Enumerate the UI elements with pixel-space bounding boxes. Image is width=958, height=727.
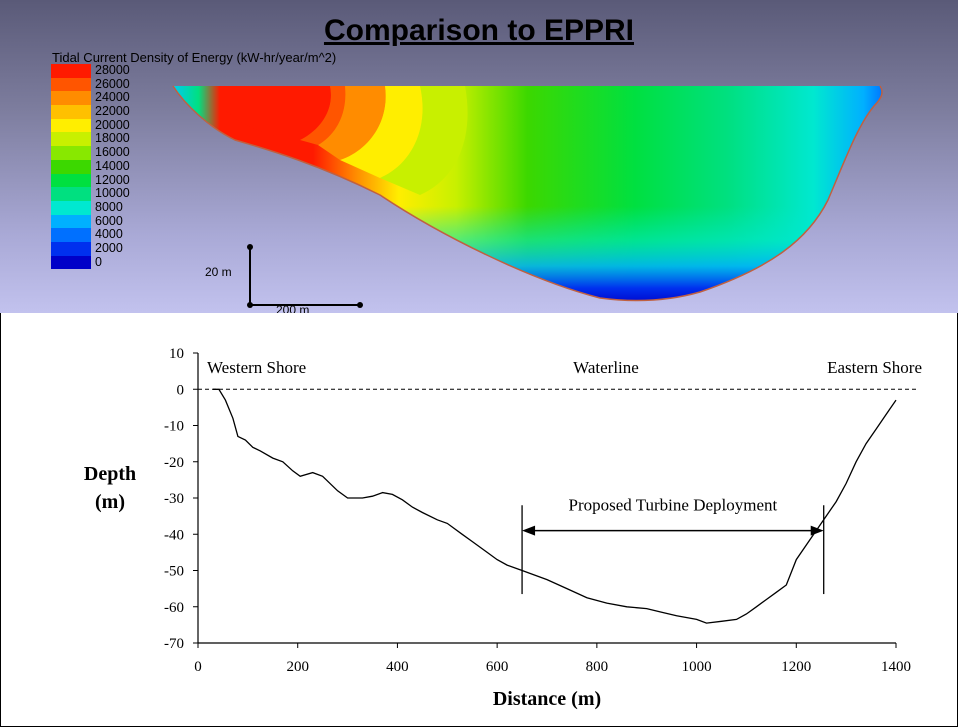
legend-label: 16000	[95, 145, 130, 160]
legend-label: 26000	[95, 76, 130, 91]
legend-label: 28000	[95, 63, 130, 77]
legend-label: 4000	[95, 227, 123, 242]
slide-title: Comparison to EPPRI	[323, 14, 635, 47]
depth-profile-line	[213, 388, 897, 624]
x-tick-label: 400	[386, 659, 409, 675]
legend-swatch	[51, 91, 91, 106]
scale-vertical-label: 20 m	[205, 265, 232, 279]
y-axis-label-line2: (m)	[95, 491, 125, 513]
y-tick-label: 0	[177, 382, 185, 398]
legend-label: 22000	[95, 104, 130, 119]
annotation-waterline: Waterline	[573, 358, 639, 377]
scale-bar	[247, 244, 363, 308]
x-tick-label: 200	[286, 659, 309, 675]
scale-horizontal-label: 200 m	[276, 303, 310, 313]
legend-swatch	[51, 64, 91, 78]
y-tick-label: -60	[164, 600, 184, 616]
legend-label: 6000	[95, 213, 123, 228]
y-tick-label: -10	[164, 419, 184, 435]
legend-swatch	[51, 159, 91, 174]
legend-label: 12000	[95, 172, 130, 187]
y-tick-label: -40	[164, 527, 184, 543]
legend-swatch	[51, 187, 91, 201]
legend-swatch	[51, 200, 91, 215]
legend-label: 18000	[95, 131, 130, 146]
x-tick-label: 0	[194, 659, 202, 675]
annotation-eastern-shore: Eastern Shore	[827, 358, 922, 377]
legend-swatch	[51, 77, 91, 92]
deployment-arrowhead-left	[522, 525, 536, 536]
legend-label: 24000	[95, 90, 130, 105]
legend-swatch	[51, 146, 91, 160]
annotation-western-shore: Western Shore	[207, 358, 306, 377]
annotation-deployment: Proposed Turbine Deployment	[569, 495, 778, 514]
legend-swatch	[51, 255, 91, 270]
x-tick-label: 800	[586, 659, 609, 675]
y-tick-label: 10	[169, 346, 184, 362]
legend-label: 20000	[95, 117, 130, 132]
x-axis-label: Distance (m)	[493, 688, 601, 710]
y-tick-label: -70	[164, 636, 184, 652]
x-tick-label: 1200	[781, 659, 811, 675]
contour-panel: Comparison to EPPRI Tidal Current Densit…	[0, 0, 958, 313]
legend-swatch	[51, 241, 91, 256]
legend-swatch	[51, 118, 91, 133]
depth-profile-chart: 10 0 -10 -20 -30 -40 -50 -60 -70 0 200 400 600 800 100…	[84, 346, 922, 710]
x-tick-label: 1000	[682, 659, 712, 675]
legend-label: 2000	[95, 240, 123, 255]
legend-title: Tidal Current Density of Energy (kW-hr/y…	[52, 50, 337, 65]
legend-swatch	[51, 105, 91, 119]
legend-swatch	[51, 228, 91, 242]
y-tick-label: -50	[164, 564, 184, 580]
legend-swatch	[51, 132, 91, 147]
y-axis-label-line1: Depth	[84, 463, 136, 485]
legend-label: 10000	[95, 186, 130, 201]
deployment-arrowhead-right	[810, 525, 824, 536]
legend-label: 14000	[95, 158, 130, 173]
contour-plot	[172, 85, 883, 308]
y-tick-label: -20	[164, 455, 184, 471]
x-tick-label: 600	[486, 659, 509, 675]
legend-swatch	[51, 214, 91, 229]
x-tick-label: 1400	[881, 659, 911, 675]
legend-label: 8000	[95, 199, 123, 214]
y-tick-label: -30	[164, 491, 184, 507]
legend-label: 0	[95, 254, 102, 269]
legend-swatch	[51, 173, 91, 188]
